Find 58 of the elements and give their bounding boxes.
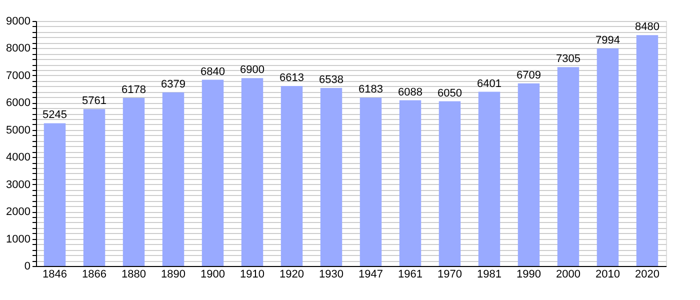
data-label: 6900 xyxy=(240,64,264,76)
x-tick-label: 1920 xyxy=(280,268,304,280)
data-label: 6183 xyxy=(358,84,383,96)
x-tick-label: 1981 xyxy=(477,268,502,280)
y-tick-label: 6000 xyxy=(6,97,30,110)
data-label: 5761 xyxy=(82,95,106,108)
bar xyxy=(360,98,382,266)
bar xyxy=(83,109,106,266)
bar xyxy=(320,88,342,266)
x-tick-label: 1890 xyxy=(161,268,186,280)
bar xyxy=(596,48,619,266)
data-label: 7305 xyxy=(556,53,580,66)
bar xyxy=(122,98,145,266)
x-tick-label: 1970 xyxy=(438,268,462,280)
bar xyxy=(44,123,66,266)
x-tick-label: 1930 xyxy=(319,268,344,280)
data-label: 6379 xyxy=(161,78,186,90)
y-tick-label: 7000 xyxy=(6,70,30,82)
x-tick-label: 1880 xyxy=(122,268,146,280)
x-tick-label: 2000 xyxy=(556,268,580,280)
data-label: 6178 xyxy=(122,84,146,96)
bar xyxy=(280,86,303,266)
x-tick-label: 1990 xyxy=(516,268,541,280)
bar xyxy=(438,101,461,266)
x-tick-label: 2010 xyxy=(596,268,620,280)
data-label: 5245 xyxy=(42,109,68,122)
bar xyxy=(162,92,184,266)
x-tick-label: 1900 xyxy=(200,268,225,280)
data-label: 6401 xyxy=(477,78,502,90)
data-label: 6613 xyxy=(280,72,304,84)
data-label: 8480 xyxy=(634,21,660,34)
x-tick-label: 2020 xyxy=(634,268,660,280)
y-tick-label: 2000 xyxy=(6,206,30,218)
bar xyxy=(202,80,224,266)
x-tick-label: 1846 xyxy=(42,268,68,280)
y-tick-label: 4000 xyxy=(6,152,30,164)
x-tick-label: 1961 xyxy=(398,268,422,280)
y-tick-label: 5000 xyxy=(6,124,30,136)
data-label: 7994 xyxy=(596,34,620,46)
y-tick-label: 8000 xyxy=(6,42,30,55)
data-label: 6709 xyxy=(516,69,541,82)
data-label: 6088 xyxy=(398,86,422,98)
data-label: 6538 xyxy=(319,74,344,86)
bar xyxy=(241,78,264,266)
bar xyxy=(478,92,500,266)
bar xyxy=(557,67,580,266)
bar xyxy=(518,83,540,266)
data-label: 6050 xyxy=(438,87,462,100)
bar xyxy=(399,100,422,266)
y-tick-label: 9000 xyxy=(6,16,30,28)
y-tick-label: 0 xyxy=(24,260,30,272)
x-tick-label: 1947 xyxy=(358,268,383,280)
bar xyxy=(636,35,658,266)
y-tick-label: 1000 xyxy=(6,233,30,246)
y-tick-label: 3000 xyxy=(6,178,30,191)
x-tick-label: 1910 xyxy=(240,268,264,280)
data-label: 6840 xyxy=(200,66,225,78)
x-tick-label: 1866 xyxy=(82,268,106,280)
